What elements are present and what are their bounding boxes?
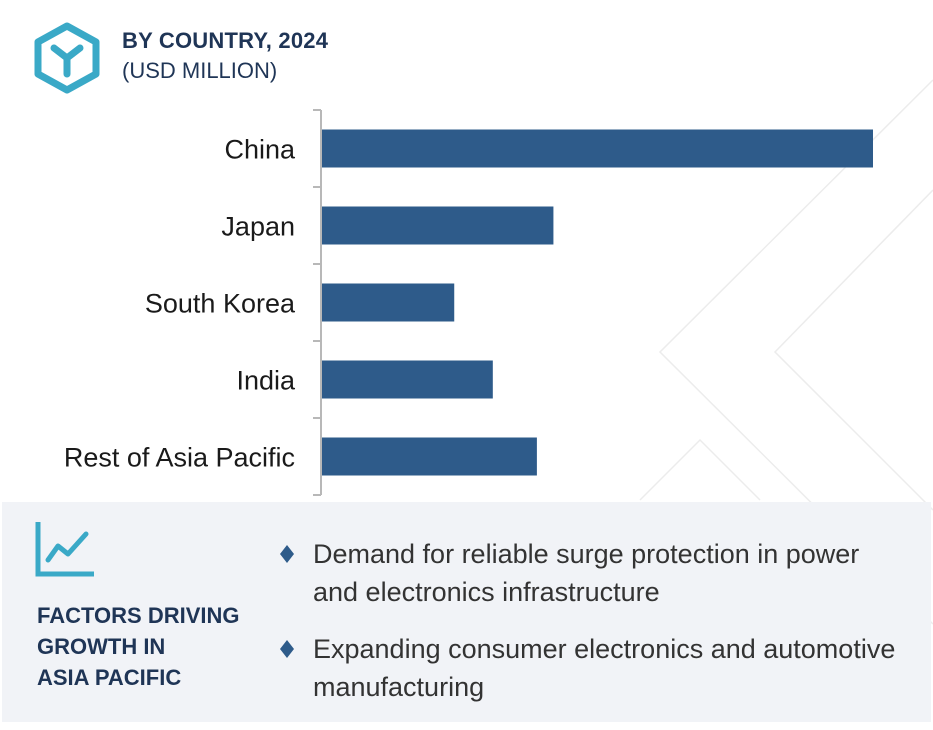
bar-chart: China Japan South Korea India Rest of Asia P…	[64, 109, 873, 496]
growth-factors-panel	[2, 502, 931, 722]
factor-text: Expanding consumer electronics and autom…	[313, 634, 896, 702]
hexagon-y-logo-icon	[34, 22, 100, 94]
bar-south-korea	[322, 283, 455, 322]
category-label: Rest of Asia Pacific	[64, 443, 295, 473]
bar-japan	[322, 206, 554, 245]
category-label: India	[236, 366, 296, 396]
bar-india	[322, 360, 493, 399]
category-label: China	[224, 135, 296, 165]
chart-subtitle: (USD MILLION)	[122, 58, 278, 83]
bar-rest-of-asia-pacific	[322, 437, 537, 476]
factors-title: FACTORS DRIVING GROWTH IN ASIA PACIFIC	[37, 600, 267, 693]
diamond-bullet-icon	[280, 545, 294, 563]
factors-title-line: ASIA PACIFIC	[37, 665, 182, 690]
factors-title-line: GROWTH IN	[37, 634, 166, 659]
factor-item: Demand for reliable surge protection in …	[280, 535, 900, 611]
diamond-bullet-icon	[280, 640, 294, 658]
trend-line-chart-icon	[35, 522, 94, 577]
category-label: South Korea	[145, 289, 296, 319]
factor-item: Expanding consumer electronics and autom…	[280, 630, 900, 706]
bar-china	[322, 129, 873, 168]
factors-title-line: FACTORS DRIVING	[37, 603, 240, 628]
factor-text: Demand for reliable surge protection in …	[313, 539, 860, 607]
chart-title: BY COUNTRY, 2024	[122, 28, 329, 53]
category-label: Japan	[221, 212, 295, 242]
